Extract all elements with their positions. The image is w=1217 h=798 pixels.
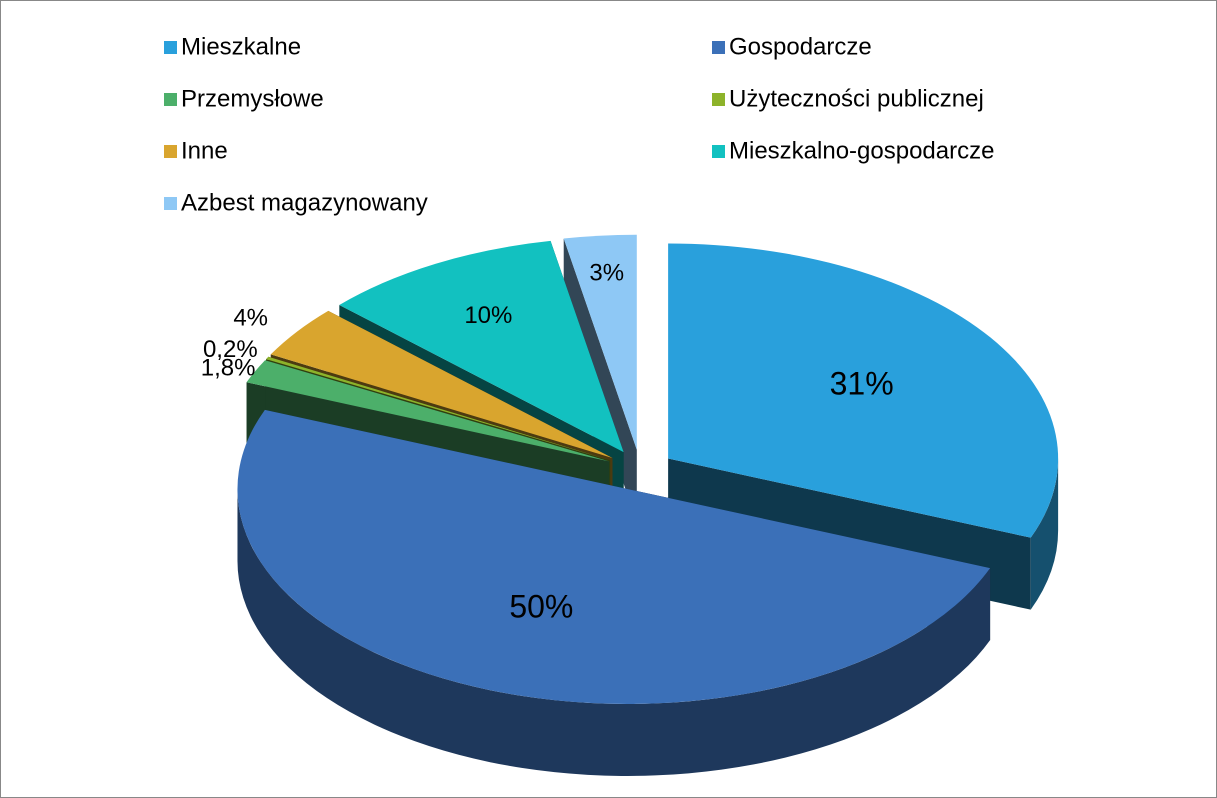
data-label: 0,2%	[203, 336, 258, 363]
legend-label: Użyteczności publicznej	[729, 85, 984, 112]
pie-slice	[339, 240, 624, 453]
pie-slice	[237, 409, 991, 704]
data-label: 1,8%	[201, 355, 256, 382]
legend-swatch	[712, 93, 725, 106]
legend-swatch	[164, 93, 177, 106]
legend-label: Azbest magazynowany	[181, 189, 428, 216]
pie-slice	[246, 360, 610, 462]
data-label: 50%	[509, 588, 573, 624]
pie-side	[1030, 458, 1059, 610]
data-label: 31%	[830, 365, 894, 401]
legend-label: Mieszkalne	[181, 33, 301, 60]
pie-slice	[563, 234, 637, 450]
legend-label: Przemysłowe	[181, 85, 324, 112]
pie-slice	[266, 356, 611, 461]
legend-label: Inne	[181, 137, 228, 164]
legend-swatch	[164, 197, 177, 210]
data-label: 4%	[233, 304, 268, 331]
data-label: 3%	[589, 260, 624, 287]
legend-swatch	[164, 145, 177, 158]
legend-label: Mieszkalno-gospodarcze	[729, 137, 994, 164]
pie-slice	[668, 243, 1059, 538]
data-label: 10%	[464, 302, 512, 329]
pie-slice	[270, 310, 613, 459]
legend-label: Gospodarcze	[729, 33, 872, 60]
legend-swatch	[712, 145, 725, 158]
legend-swatch	[712, 41, 725, 54]
legend-swatch	[164, 41, 177, 54]
pie-side	[237, 488, 991, 776]
